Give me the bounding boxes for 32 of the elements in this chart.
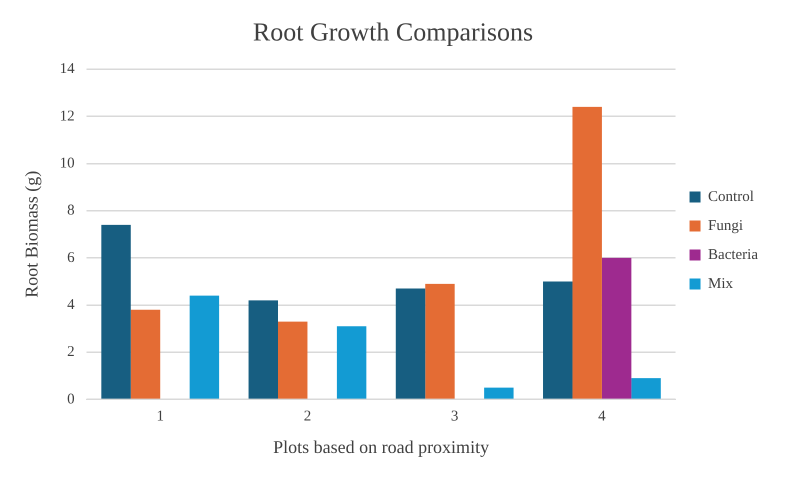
bar: [248, 300, 278, 399]
y-tick-label: 2: [67, 344, 75, 360]
legend-label: Bacteria: [708, 246, 758, 263]
x-tick-label: 4: [598, 408, 606, 424]
x-tick-label: 2: [304, 408, 312, 424]
legend-label: Fungi: [708, 218, 744, 234]
chart-title: Root Growth Comparisons: [252, 17, 534, 46]
x-tick-label: 3: [450, 408, 458, 424]
legend-label: Mix: [708, 276, 734, 292]
bar: [572, 106, 602, 399]
bar: [130, 310, 160, 399]
bar: [484, 388, 514, 399]
y-tick-label: 14: [60, 61, 76, 78]
bar: [631, 378, 661, 399]
bar: [101, 224, 131, 399]
bar: [396, 288, 426, 399]
y-tick-label: 12: [60, 108, 75, 124]
x-tick-label: 1: [156, 408, 164, 424]
y-tick-label: 10: [60, 155, 75, 172]
x-axis-title: Plots based on road proximity: [273, 436, 490, 457]
bar: [336, 326, 366, 399]
bar: [190, 296, 220, 399]
bar: [278, 322, 308, 399]
bar: [425, 284, 455, 399]
y-tick-label: 8: [67, 202, 75, 219]
y-axis-title: Root Biomass (g): [22, 170, 42, 298]
y-tick-label: 4: [67, 296, 76, 313]
bar: [543, 281, 572, 399]
legend-label: Control: [708, 188, 754, 205]
y-tick-label: 0: [67, 391, 75, 408]
y-tick-label: 6: [67, 250, 76, 266]
bar: [602, 258, 632, 399]
